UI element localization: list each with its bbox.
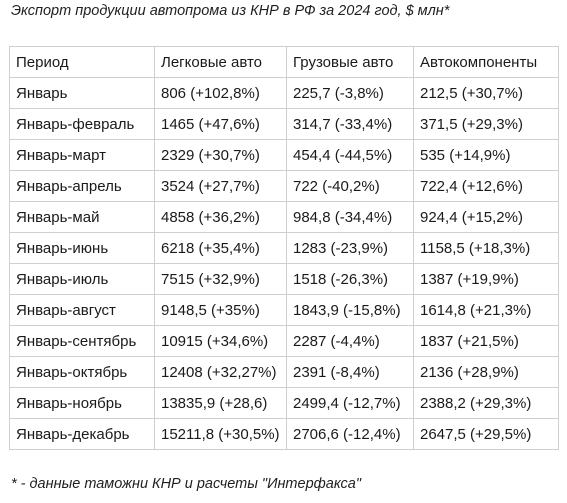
auto-components-cell: 1158,5 (+18,3%)	[413, 232, 559, 264]
auto-components-cell: 1614,8 (+21,3%)	[413, 294, 559, 326]
table-row: Январь-август 9148,5 (+35%) 1843,9 (-15,…	[9, 294, 559, 326]
trucks-cell: 2499,4 (-12,7%)	[286, 387, 414, 419]
passenger-cars-cell: 13835,9 (+28,6)	[154, 387, 287, 419]
auto-components-cell: 2136 (+28,9%)	[413, 356, 559, 388]
period-cell: Январь-июль	[9, 263, 155, 295]
export-table: Период Легковые авто Грузовые авто Авток…	[9, 46, 559, 450]
header-passenger-cars: Легковые авто	[154, 46, 287, 78]
period-cell: Январь-ноябрь	[9, 387, 155, 419]
table-header-row: Период Легковые авто Грузовые авто Авток…	[9, 46, 559, 78]
passenger-cars-cell: 10915 (+34,6%)	[154, 325, 287, 357]
period-cell: Январь-апрель	[9, 170, 155, 202]
trucks-cell: 454,4 (-44,5%)	[286, 139, 414, 171]
trucks-cell: 1518 (-26,3%)	[286, 263, 414, 295]
period-cell: Январь-декабрь	[9, 418, 155, 450]
auto-components-cell: 212,5 (+30,7%)	[413, 77, 559, 109]
passenger-cars-cell: 3524 (+27,7%)	[154, 170, 287, 202]
auto-components-cell: 1387 (+19,9%)	[413, 263, 559, 295]
table-row: Январь-май 4858 (+36,2%) 984,8 (-34,4%) …	[9, 201, 559, 233]
period-cell: Январь-июнь	[9, 232, 155, 264]
period-cell: Январь	[9, 77, 155, 109]
auto-components-cell: 1837 (+21,5%)	[413, 325, 559, 357]
table-row: Январь-февраль 1465 (+47,6%) 314,7 (-33,…	[9, 108, 559, 140]
header-auto-components: Автокомпоненты	[413, 46, 559, 78]
passenger-cars-cell: 9148,5 (+35%)	[154, 294, 287, 326]
passenger-cars-cell: 12408 (+32,27%)	[154, 356, 287, 388]
period-cell: Январь-август	[9, 294, 155, 326]
passenger-cars-cell: 6218 (+35,4%)	[154, 232, 287, 264]
trucks-cell: 2706,6 (-12,4%)	[286, 418, 414, 450]
period-cell: Январь-сентябрь	[9, 325, 155, 357]
auto-components-cell: 371,5 (+29,3%)	[413, 108, 559, 140]
source-footnote: * - данные таможни КНР и расчеты "Интерф…	[11, 476, 361, 492]
table-row: Январь-июнь 6218 (+35,4%) 1283 (-23,9%) …	[9, 232, 559, 264]
header-period: Период	[9, 46, 155, 78]
auto-components-cell: 535 (+14,9%)	[413, 139, 559, 171]
passenger-cars-cell: 2329 (+30,7%)	[154, 139, 287, 171]
auto-components-cell: 924,4 (+15,2%)	[413, 201, 559, 233]
period-cell: Январь-октябрь	[9, 356, 155, 388]
table-row: Январь-март 2329 (+30,7%) 454,4 (-44,5%)…	[9, 139, 559, 171]
passenger-cars-cell: 806 (+102,8%)	[154, 77, 287, 109]
header-trucks: Грузовые авто	[286, 46, 414, 78]
table-row: Январь 806 (+102,8%) 225,7 (-3,8%) 212,5…	[9, 77, 559, 109]
trucks-cell: 1843,9 (-15,8%)	[286, 294, 414, 326]
trucks-cell: 225,7 (-3,8%)	[286, 77, 414, 109]
auto-components-cell: 2388,2 (+29,3%)	[413, 387, 559, 419]
period-cell: Январь-май	[9, 201, 155, 233]
table-row: Январь-октябрь 12408 (+32,27%) 2391 (-8,…	[9, 356, 559, 388]
table-row: Январь-июль 7515 (+32,9%) 1518 (-26,3%) …	[9, 263, 559, 295]
passenger-cars-cell: 1465 (+47,6%)	[154, 108, 287, 140]
auto-components-cell: 2647,5 (+29,5%)	[413, 418, 559, 450]
table-row: Январь-декабрь 15211,8 (+30,5%) 2706,6 (…	[9, 418, 559, 450]
trucks-cell: 984,8 (-34,4%)	[286, 201, 414, 233]
period-cell: Январь-март	[9, 139, 155, 171]
passenger-cars-cell: 7515 (+32,9%)	[154, 263, 287, 295]
trucks-cell: 1283 (-23,9%)	[286, 232, 414, 264]
trucks-cell: 2287 (-4,4%)	[286, 325, 414, 357]
trucks-cell: 314,7 (-33,4%)	[286, 108, 414, 140]
table-row: Январь-сентябрь 10915 (+34,6%) 2287 (-4,…	[9, 325, 559, 357]
passenger-cars-cell: 15211,8 (+30,5%)	[154, 418, 287, 450]
trucks-cell: 722 (-40,2%)	[286, 170, 414, 202]
page-title: Экспорт продукции автопрома из КНР в РФ …	[11, 3, 450, 19]
table-row: Январь-ноябрь 13835,9 (+28,6) 2499,4 (-1…	[9, 387, 559, 419]
passenger-cars-cell: 4858 (+36,2%)	[154, 201, 287, 233]
trucks-cell: 2391 (-8,4%)	[286, 356, 414, 388]
period-cell: Январь-февраль	[9, 108, 155, 140]
auto-components-cell: 722,4 (+12,6%)	[413, 170, 559, 202]
table-row: Январь-апрель 3524 (+27,7%) 722 (-40,2%)…	[9, 170, 559, 202]
